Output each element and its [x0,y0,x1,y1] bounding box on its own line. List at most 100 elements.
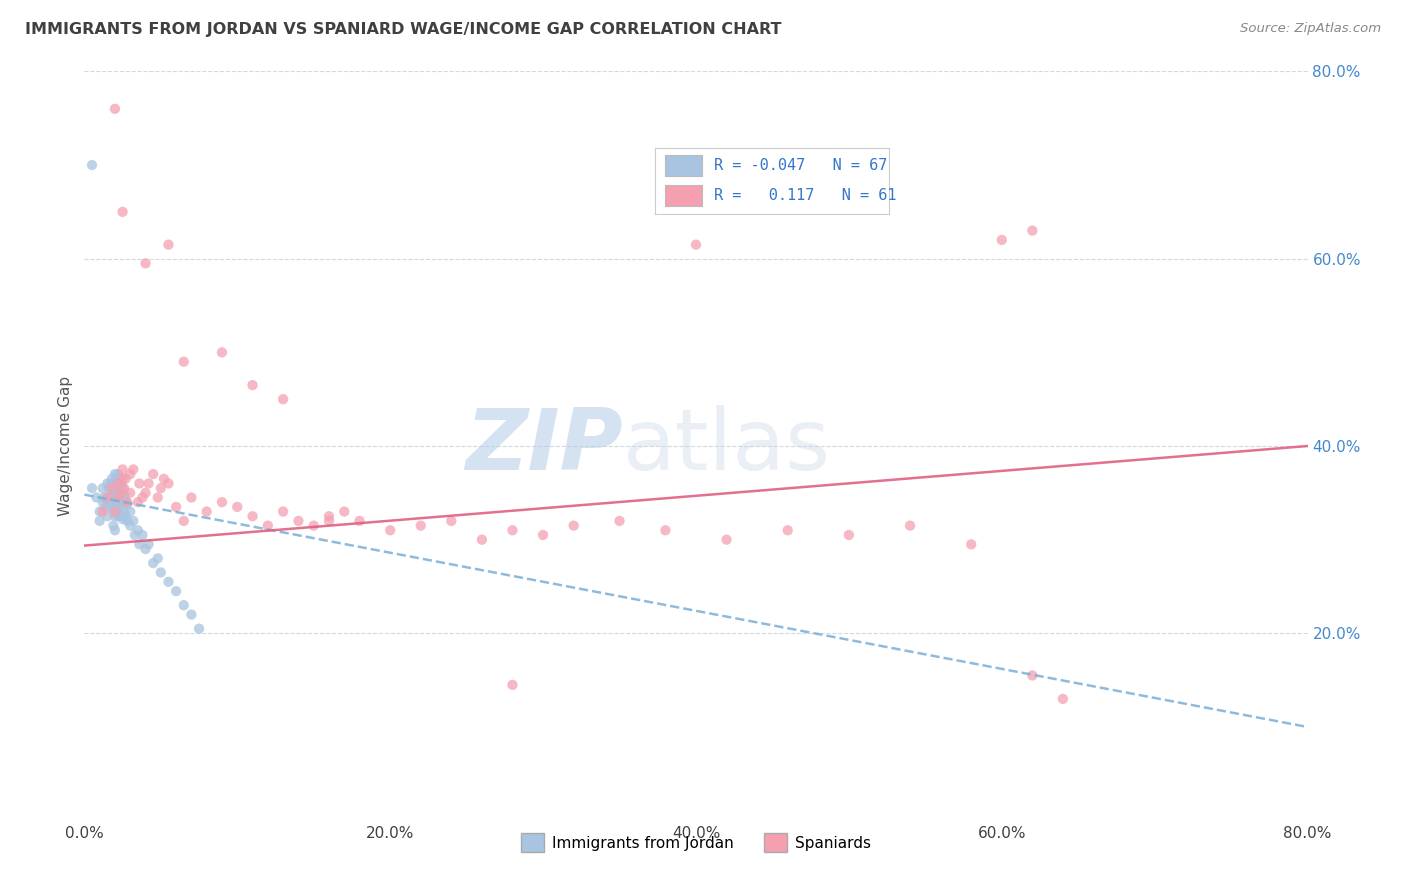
Point [107,495,129,509]
Point [157,237,180,252]
Text: Source: ZipAtlas.com: Source: ZipAtlas.com [1240,22,1381,36]
Point [287,514,309,528]
Bar [665,185,702,206]
Point [128,476,150,491]
Point [165,500,187,514]
Point [120,486,142,500]
Point [91,481,114,495]
Point [107,491,129,505]
Point [108,472,131,486]
Point [120,505,142,519]
Point [98,476,121,491]
Legend: Immigrants from Jordan, Spaniards: Immigrants from Jordan, Spaniards [515,827,877,858]
Point [409,518,432,533]
Point [122,514,145,528]
Point [157,476,180,491]
Point [101,481,124,495]
Point [226,500,249,514]
Point [991,233,1014,247]
Point [211,345,233,359]
Point [112,488,135,502]
Point [898,518,921,533]
Point [122,462,145,476]
Point [114,493,136,508]
Point [107,481,129,495]
Point [103,505,125,519]
Point [111,481,134,495]
Point [654,524,676,538]
Point [127,495,149,509]
Point [131,528,153,542]
Point [111,462,134,476]
Point [180,607,202,622]
Point [80,481,103,495]
Point [103,518,125,533]
Point [114,509,136,524]
Point [120,518,142,533]
Point [242,509,264,524]
Point [96,495,118,509]
Point [111,495,134,509]
Point [111,205,134,219]
Point [91,505,114,519]
Point [1021,668,1043,682]
Point [89,505,111,519]
Point [146,491,169,505]
Point [195,505,218,519]
Point [98,491,121,505]
Point [211,495,233,509]
Point [131,491,153,505]
Bar [665,155,702,177]
Point [114,472,136,486]
Point [135,256,157,270]
Point [1021,223,1043,237]
Point [112,481,135,495]
Point [104,505,127,519]
Point [94,500,117,514]
Point [89,514,111,528]
Point [173,514,195,528]
Point [108,502,131,516]
Point [104,495,127,509]
Point [149,566,172,580]
Point [80,158,103,172]
Point [685,237,707,252]
Point [128,537,150,551]
Point [127,524,149,538]
Point [157,574,180,589]
Point [440,514,463,528]
Point [380,524,402,538]
Point [242,378,264,392]
Point [107,509,129,524]
Point [165,584,187,599]
Point [101,500,124,514]
Point [93,491,115,505]
Point [838,528,860,542]
Point [111,472,134,486]
Point [257,518,280,533]
Point [96,491,118,505]
Point [349,514,371,528]
Point [149,481,172,495]
Point [960,537,983,551]
Point [104,102,127,116]
Point [115,514,138,528]
Point [502,524,524,538]
Point [96,476,118,491]
Text: ZIP: ZIP [465,404,623,488]
Point [97,481,120,495]
Point [716,533,738,547]
Point [471,533,494,547]
Point [173,599,195,613]
Point [776,524,799,538]
Point [103,491,125,505]
Point [302,518,325,533]
Point [188,622,211,636]
Point [101,472,124,486]
Point [108,488,131,502]
Point [333,505,356,519]
Text: atlas: atlas [623,404,831,488]
Point [271,392,294,407]
Point [142,556,165,570]
Point [86,491,108,505]
